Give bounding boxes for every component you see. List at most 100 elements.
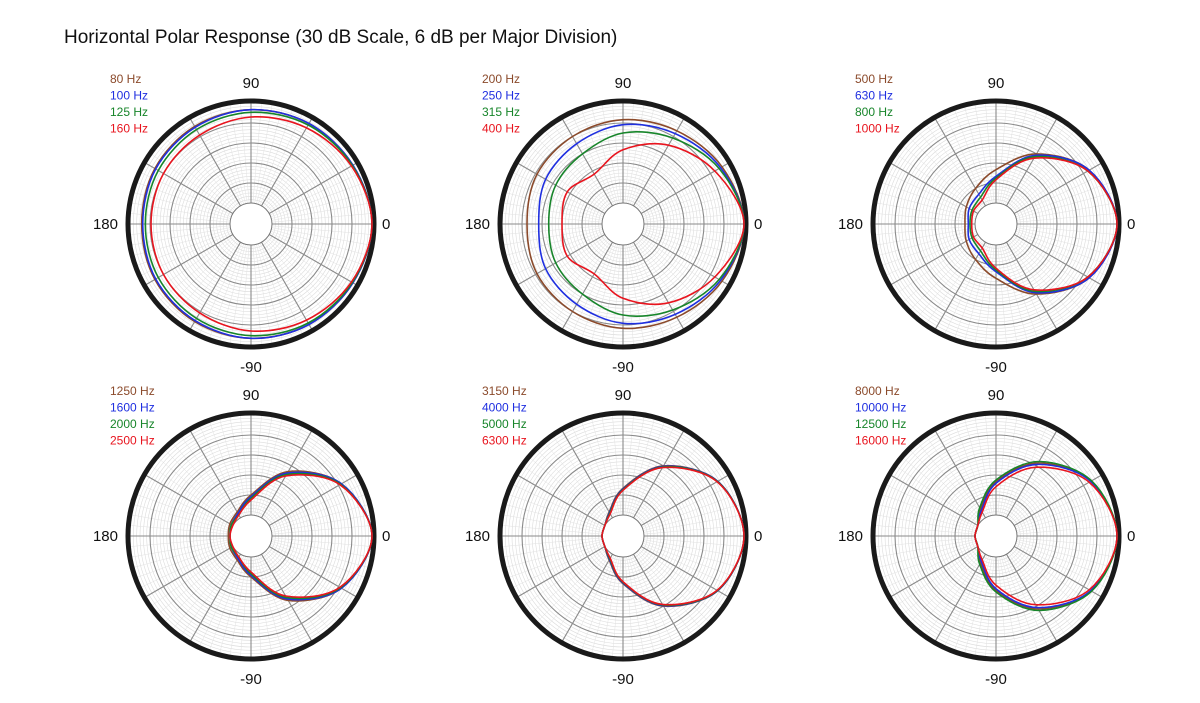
minor-spoke bbox=[882, 182, 977, 218]
minor-spoke bbox=[882, 494, 977, 530]
minor-spoke bbox=[643, 202, 743, 221]
minor-spoke bbox=[882, 542, 977, 578]
minor-spoke bbox=[636, 443, 701, 521]
angle-label: 180 bbox=[465, 216, 490, 233]
minor-spoke bbox=[229, 244, 248, 344]
minor-spoke bbox=[641, 544, 733, 588]
minor-spoke bbox=[629, 110, 665, 205]
minor-spoke bbox=[1007, 124, 1066, 207]
minor-spoke bbox=[601, 244, 620, 344]
minor-spoke bbox=[181, 436, 240, 519]
minor-spoke bbox=[240, 103, 250, 204]
minor-spoke bbox=[252, 556, 262, 657]
minor-spoke bbox=[629, 243, 665, 338]
minor-spoke bbox=[876, 539, 976, 558]
minor-spoke bbox=[165, 450, 237, 522]
minor-spoke bbox=[173, 131, 238, 209]
minor-spoke bbox=[1001, 107, 1028, 204]
major-spoke bbox=[517, 546, 606, 597]
minor-spoke bbox=[134, 229, 231, 256]
minor-spoke bbox=[1016, 225, 1117, 235]
minor-spoke bbox=[626, 556, 645, 656]
legend-entry: 1000 Hz bbox=[855, 122, 900, 136]
major-spoke bbox=[145, 234, 234, 285]
outer-border bbox=[497, 98, 749, 350]
minor-spoke bbox=[643, 504, 740, 531]
angle-label: 180 bbox=[838, 216, 863, 233]
minor-spoke bbox=[631, 114, 675, 206]
minor-spoke bbox=[631, 554, 675, 646]
minor-spoke bbox=[918, 551, 983, 629]
minor-spoke bbox=[271, 225, 372, 235]
minor-spoke bbox=[629, 422, 665, 517]
minor-spoke bbox=[262, 436, 321, 519]
minor-spoke bbox=[173, 443, 238, 521]
minor-spoke bbox=[506, 192, 603, 219]
minor-spoke bbox=[131, 539, 231, 558]
minor-spoke bbox=[141, 232, 233, 276]
minor-spoke bbox=[141, 172, 233, 216]
angle-label: 180 bbox=[465, 528, 490, 545]
minor-spoke bbox=[918, 443, 983, 521]
minor-spoke bbox=[926, 436, 985, 519]
minor-spoke bbox=[628, 244, 655, 341]
major-spoke bbox=[1006, 553, 1057, 642]
minor-spoke bbox=[944, 554, 988, 646]
minor-spoke bbox=[262, 124, 321, 207]
angle-label: 0 bbox=[382, 216, 390, 233]
minor-spoke bbox=[165, 238, 237, 310]
minor-spoke bbox=[269, 484, 361, 528]
minor-spoke bbox=[1016, 539, 1116, 558]
minor-spoke bbox=[271, 539, 371, 558]
minor-spoke bbox=[997, 415, 1007, 516]
angle-label: 90 bbox=[615, 75, 632, 92]
major-spoke bbox=[261, 118, 312, 207]
minor-spoke bbox=[641, 172, 733, 216]
minor-spoke bbox=[264, 239, 329, 317]
minor-spoke bbox=[875, 225, 976, 235]
minor-spoke bbox=[591, 107, 618, 204]
minor-spoke bbox=[1007, 553, 1066, 636]
angle-label: 90 bbox=[243, 387, 260, 404]
minor-spoke bbox=[271, 537, 372, 547]
polar-chart-2: 90 180 0 -90 200 Hz 250 Hz 315 Hz 400 Hz bbox=[465, 72, 762, 376]
minor-spoke bbox=[886, 172, 978, 216]
major-spoke bbox=[145, 475, 234, 526]
minor-spoke bbox=[259, 242, 303, 334]
minor-spoke bbox=[1016, 227, 1116, 246]
minor-spoke bbox=[875, 525, 976, 535]
minor-spoke bbox=[1007, 241, 1066, 324]
legend-entry: 80 Hz bbox=[110, 72, 141, 86]
minor-spoke bbox=[628, 556, 655, 653]
minor-spoke bbox=[944, 242, 988, 334]
minor-spoke bbox=[636, 551, 701, 629]
minor-spoke bbox=[134, 504, 231, 531]
angle-label: 0 bbox=[1127, 216, 1135, 233]
minor-spoke bbox=[638, 146, 716, 211]
inner-ring bbox=[974, 514, 1018, 558]
minor-spoke bbox=[134, 192, 231, 219]
minor-spoke bbox=[1015, 230, 1110, 266]
inner-ring bbox=[601, 202, 645, 246]
minor-spoke bbox=[944, 426, 988, 518]
minor-spoke bbox=[151, 547, 234, 606]
minor-spoke bbox=[634, 241, 693, 324]
minor-spoke bbox=[509, 542, 604, 578]
major-spoke bbox=[935, 430, 986, 519]
minor-spoke bbox=[530, 237, 608, 302]
major-spoke bbox=[190, 241, 241, 330]
minor-spoke bbox=[219, 419, 246, 516]
page-title: Horizontal Polar Response (30 dB Scale, … bbox=[64, 27, 618, 48]
minor-spoke bbox=[130, 525, 231, 535]
minor-spoke bbox=[629, 555, 665, 650]
minor-spoke bbox=[634, 436, 693, 519]
minor-spoke bbox=[879, 192, 976, 219]
minor-spoke bbox=[581, 422, 617, 517]
minor-spoke bbox=[553, 553, 612, 636]
minor-spoke bbox=[256, 244, 283, 341]
minor-spoke bbox=[926, 241, 985, 324]
minor-spoke bbox=[875, 213, 976, 223]
minor-spoke bbox=[506, 504, 603, 531]
minor-spoke bbox=[271, 504, 368, 531]
